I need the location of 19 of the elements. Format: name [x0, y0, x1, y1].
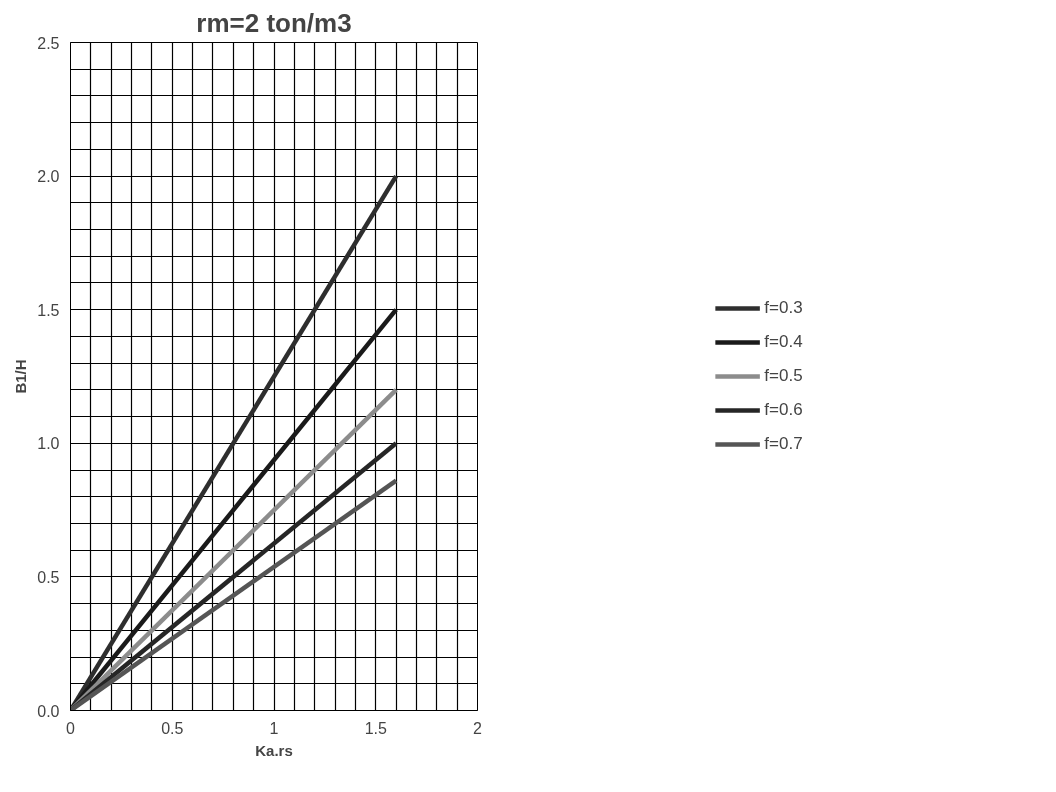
x-axis-title: Ka.rs: [255, 741, 293, 759]
legend-label: f=0.6: [764, 400, 803, 420]
chart-title: rm=2 ton/m3: [196, 7, 352, 38]
legend-label: f=0.5: [764, 366, 803, 386]
y-tick-label: 0.0: [37, 702, 60, 720]
y-axis-title: B1/H: [12, 359, 30, 394]
legend-label: f=0.3: [764, 298, 803, 318]
x-tick-label: 2: [473, 719, 483, 737]
y-tick-label: 0.5: [37, 568, 60, 586]
y-tick-label: 1.0: [37, 435, 60, 453]
legend-label: f=0.4: [764, 332, 803, 352]
x-tick-label: 1: [269, 719, 279, 737]
legend-label: f=0.7: [764, 434, 803, 454]
x-tick-label: 0.5: [161, 719, 184, 737]
y-tick-label: 1.5: [37, 301, 60, 319]
y-tick-label: 2.0: [37, 168, 60, 186]
x-tick-label: 1.5: [364, 719, 387, 737]
x-tick-label: 0: [66, 719, 76, 737]
y-tick-label: 2.5: [37, 34, 60, 52]
